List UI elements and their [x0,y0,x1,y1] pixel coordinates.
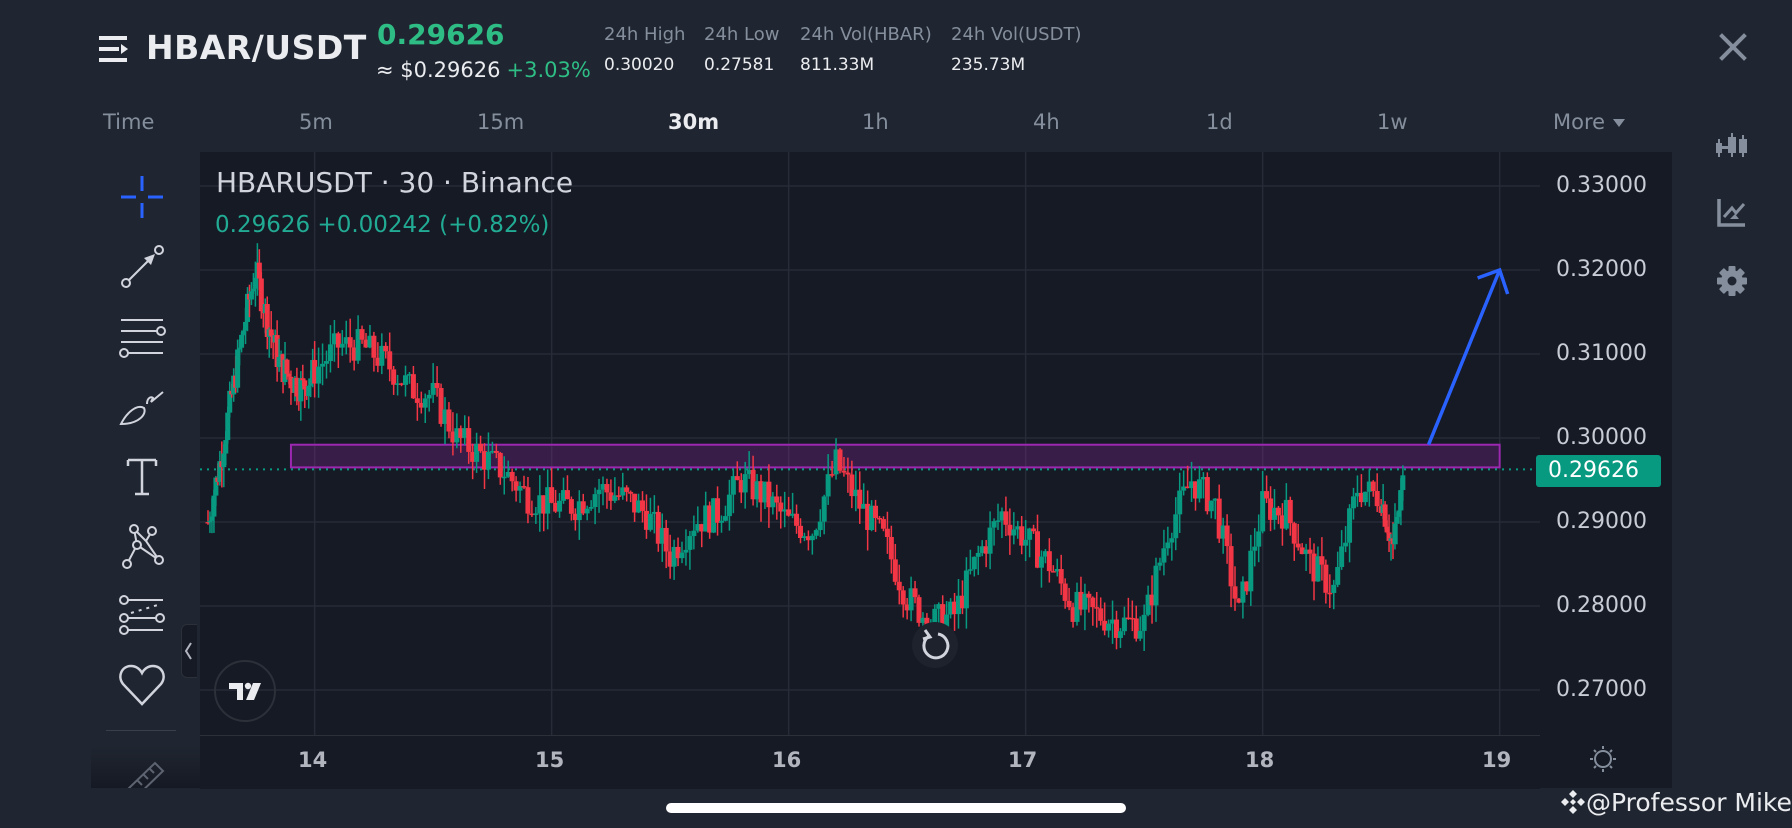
last-price: 0.29626 [377,18,505,51]
menu-icon[interactable] [98,33,130,65]
favorites-tool[interactable] [112,658,172,712]
chart-type-button[interactable] [1712,126,1752,166]
home-indicator[interactable] [666,803,1126,813]
change-percent: +3.03% [506,58,591,82]
tab-5m[interactable]: 5m [299,110,333,134]
price-tick: 0.29000 [1556,509,1647,534]
settings-button[interactable] [1712,261,1752,301]
toolbar-divider [106,730,176,731]
stat-label: 24h High [604,24,686,45]
fib-retracement-tool[interactable] [112,310,172,364]
price-tick: 0.27000 [1556,677,1647,702]
collapse-toolbar-button[interactable] [181,624,197,678]
stat-24h-low: 24h Low 0.27581 [704,24,779,75]
tab-1d[interactable]: 1d [1206,110,1233,134]
close-icon[interactable] [1718,32,1748,62]
chart-symbol-legend: HBARUSDT · 30 · Binance [216,166,574,199]
caret-down-icon [1613,119,1626,127]
pattern-icon [122,524,164,569]
chart-plot-area[interactable] [200,152,1540,735]
time-tick: 17 [1008,748,1038,772]
tab-4h[interactable]: 4h [1033,110,1060,134]
indicators-button[interactable] [1712,192,1752,232]
brush-icon [119,391,164,426]
time-label: Time [103,110,155,134]
approx-usd-value: ≈ $0.29626 [376,58,501,82]
approx-usd-price: ≈ $0.29626 +3.03% [376,58,591,82]
tab-15m[interactable]: 15m [477,110,525,134]
tab-1w[interactable]: 1w [1377,110,1408,134]
tab-1h[interactable]: 1h [862,110,889,134]
stat-24h-vol-base: 24h Vol(HBAR) 811.33M [800,24,932,75]
settings-gear-icon [1717,266,1747,296]
time-tick: 14 [298,748,328,772]
stat-label: 24h Low [704,24,780,45]
crosshair-icon [121,176,163,218]
indicators-icon [1717,199,1746,227]
pair-title[interactable]: HBAR/USDT [146,28,367,67]
time-tick: 16 [772,748,802,772]
ruler-icon [126,761,165,799]
more-label: More [1553,110,1606,134]
author-watermark: @Professor Mike [1560,788,1792,817]
price-tick: 0.31000 [1556,341,1647,366]
stat-24h-vol-quote: 24h Vol(USDT) 235.73M [951,24,1081,75]
price-tick: 0.28000 [1556,593,1647,618]
stat-24h-high: 24h High 0.30020 [604,24,685,75]
price-tick: 0.30000 [1556,425,1647,450]
reset-chart-button[interactable] [912,622,958,668]
price-tick: 0.32000 [1556,257,1647,282]
forecast-icon [119,595,165,635]
time-axis[interactable] [200,735,1540,789]
price-tick: 0.33000 [1556,173,1647,198]
stat-value: 0.30020 [604,55,675,75]
stat-label: 24h Vol(HBAR) [800,24,932,45]
stat-value: 235.73M [951,55,1026,75]
stat-value: 811.33M [800,55,875,75]
forecast-tool[interactable] [112,590,172,644]
time-tick: 18 [1245,748,1275,772]
pattern-tool[interactable] [112,520,172,574]
fib-retracement-icon [119,319,166,358]
tradingview-logo[interactable] [214,660,276,722]
candlestick-type-icon [1716,133,1747,157]
trend-line-icon [121,245,164,288]
favorite-heart-icon [119,664,165,706]
current-price-label: 0.29626 [1536,455,1661,487]
more-timeframes-dropdown[interactable]: More [1553,110,1626,134]
trend-line-tool[interactable] [112,240,172,294]
theme-brightness-icon[interactable] [1588,744,1618,774]
tradingview-logo-icon [229,682,261,700]
candlestick-chart [200,152,1540,735]
brush-tool[interactable] [112,380,172,434]
binance-logo-icon [1561,790,1585,814]
watermark-text: @Professor Mike [1586,788,1792,817]
stat-value: 0.27581 [704,55,775,75]
tab-30m[interactable]: 30m [668,110,720,134]
stat-label: 24h Vol(USDT) [951,24,1082,45]
time-tick: 19 [1482,748,1512,772]
text-tool[interactable] [112,450,172,504]
crosshair-tool[interactable] [112,170,172,224]
reset-icon [922,629,950,660]
text-icon [126,458,158,496]
chevron-left-icon [184,642,192,660]
measure-tool[interactable] [91,745,201,799]
chart-ohlc-legend: 0.29626 +0.00242 (+0.82%) [215,212,550,238]
time-tick: 15 [535,748,565,772]
